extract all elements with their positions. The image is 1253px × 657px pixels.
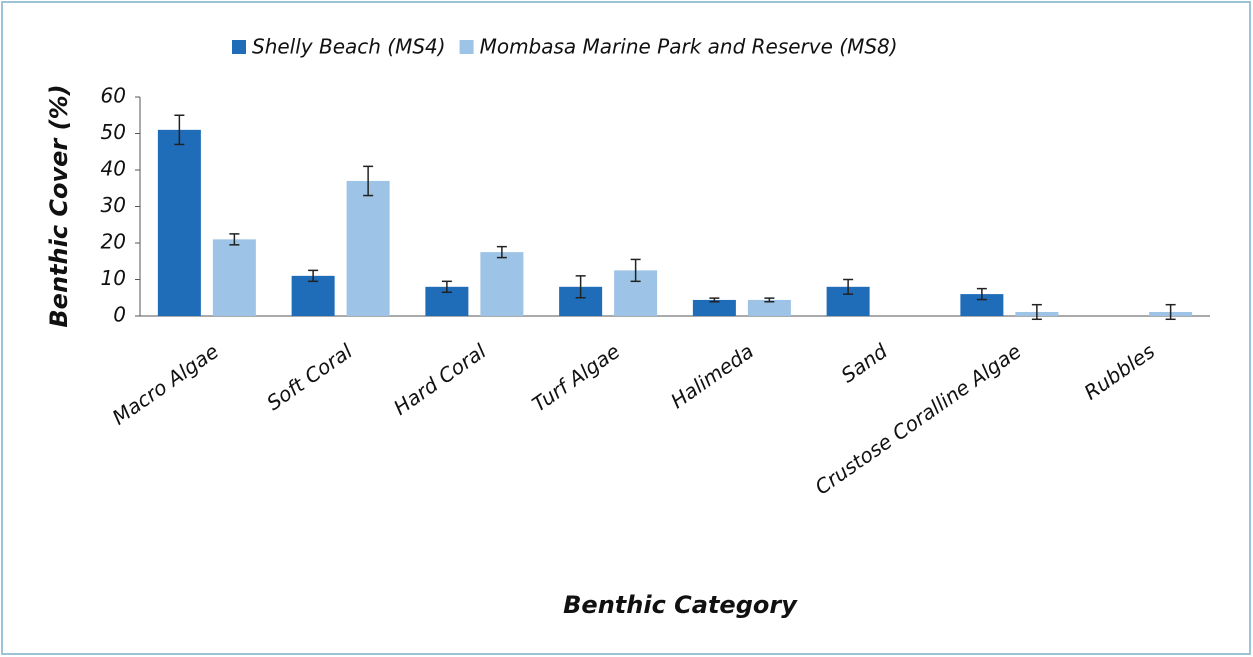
y-tick-label: 40 <box>101 157 126 181</box>
y-tick-label: 20 <box>101 230 126 254</box>
x-tick-label: Soft Coral <box>262 339 357 415</box>
y-tick-label: 30 <box>101 193 126 217</box>
x-tick-label: Sand <box>837 339 892 388</box>
y-tick-label: 60 <box>101 84 126 108</box>
legend-label: Mombasa Marine Park and Reserve (MS8) <box>480 35 898 59</box>
error-bar <box>976 287 987 301</box>
error-bar <box>764 297 775 303</box>
bar <box>291 275 335 316</box>
error-bar <box>1031 303 1042 321</box>
error-bar <box>174 114 185 146</box>
x-tick-label: Macro Algae <box>108 339 223 430</box>
bar <box>747 299 791 316</box>
x-tick-label: Turf Algae <box>528 339 625 417</box>
x-tick-label: Halimeda <box>666 339 758 413</box>
error-bar <box>496 245 507 259</box>
bar <box>212 239 256 316</box>
y-tick-label: 0 <box>113 303 126 327</box>
error-bar <box>441 280 452 294</box>
y-tick-label: 50 <box>101 120 126 144</box>
legend-swatch <box>459 40 474 54</box>
y-tick-label: 10 <box>101 266 126 290</box>
bar <box>480 252 524 316</box>
error-bar <box>1165 303 1176 321</box>
bar <box>692 299 736 316</box>
bar <box>157 129 201 316</box>
x-axis-title: Benthic Category <box>563 591 798 619</box>
bar <box>346 180 390 316</box>
error-bar <box>363 165 374 197</box>
bar <box>960 294 1004 316</box>
error-bar <box>308 269 319 283</box>
x-tick-label: Rubbles <box>1080 339 1160 405</box>
x-tick-label: Hard Coral <box>389 339 491 420</box>
error-bar <box>575 275 586 299</box>
error-bar <box>630 258 641 283</box>
legend-swatch <box>232 40 246 54</box>
error-bar <box>229 233 240 246</box>
error-bar <box>709 297 720 303</box>
legend-label: Shelly Beach (MS4) <box>252 35 446 59</box>
error-bar <box>843 278 854 295</box>
y-axis-title: Benthic Cover (%) <box>45 84 73 327</box>
